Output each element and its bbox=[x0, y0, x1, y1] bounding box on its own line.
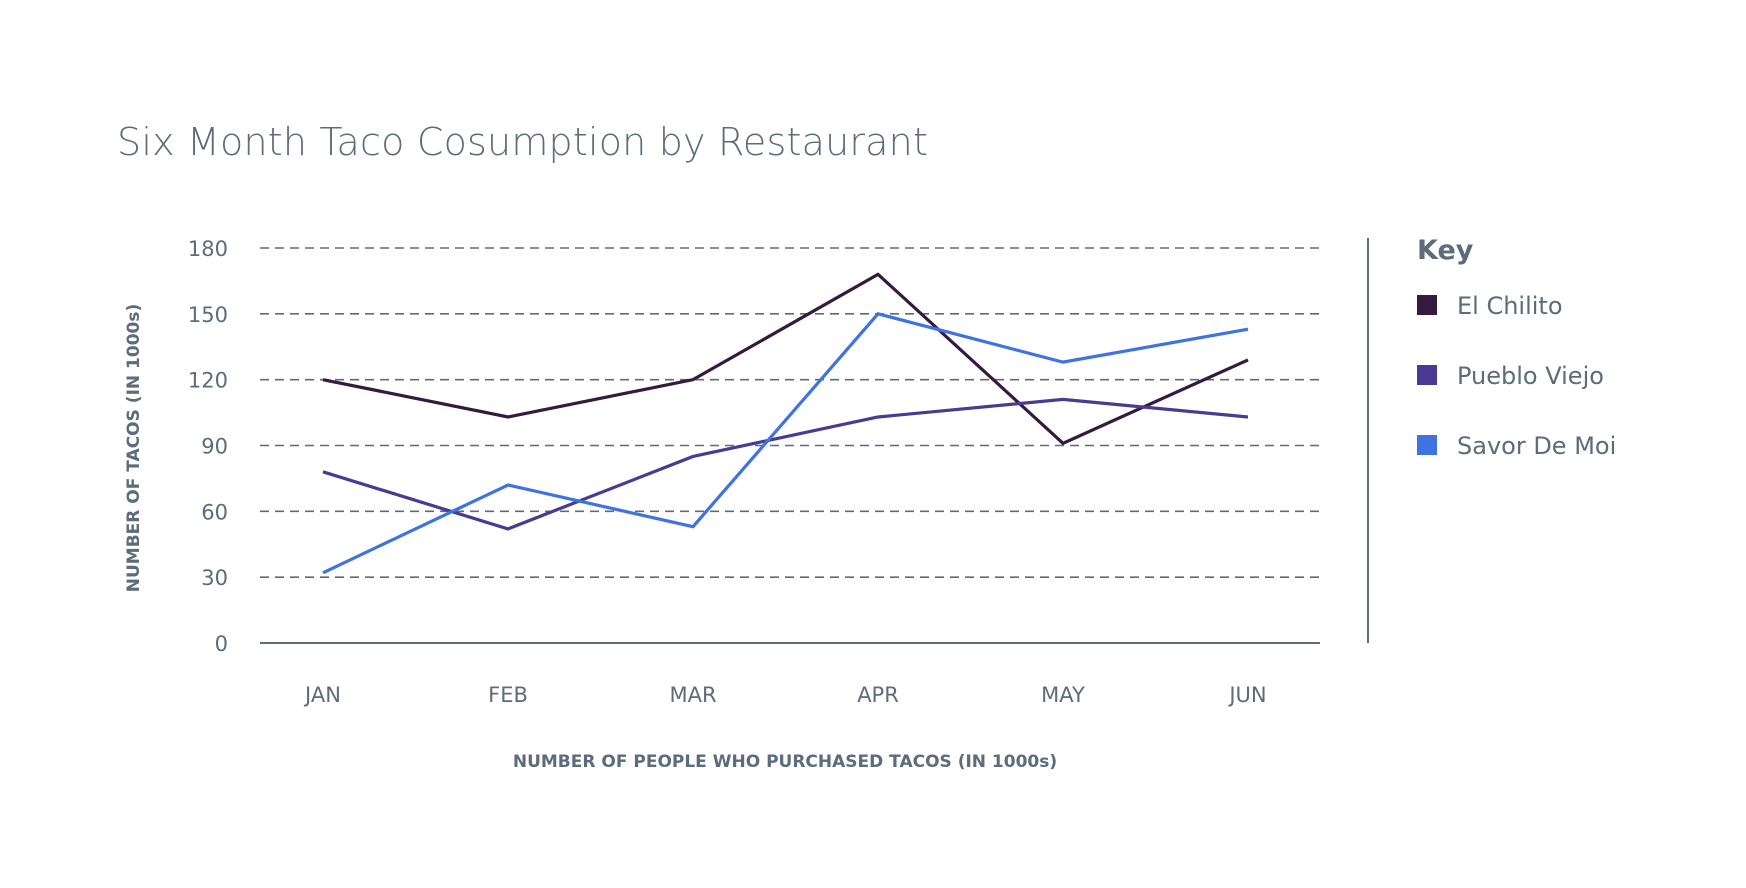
x-tick-label: JUN bbox=[1227, 683, 1266, 707]
tick-labels: 0 30 60 90 120 150 180 JAN FEB MAR APR MAY JUN NUMBER… bbox=[124, 237, 1267, 772]
x-tick-label: APR bbox=[857, 683, 899, 707]
x-tick-label: JAN bbox=[303, 683, 341, 707]
chart-title: Six Month Taco Cosumption by Restaurant bbox=[117, 120, 929, 164]
x-tick-label: FEB bbox=[488, 683, 528, 707]
y-tick-label: 30 bbox=[201, 566, 228, 590]
y-tick-label: 90 bbox=[201, 435, 228, 459]
legend-swatch bbox=[1417, 435, 1437, 455]
series-lines bbox=[322, 272, 1249, 575]
legend: Key El Chilito Pueblo Viejo Savor De Moi bbox=[1417, 235, 1616, 460]
y-tick-label: 150 bbox=[188, 303, 228, 327]
y-tick-label: 0 bbox=[215, 632, 228, 656]
legend-label: Pueblo Viejo bbox=[1457, 362, 1604, 390]
gridlines bbox=[260, 247, 1320, 578]
x-tick-label: MAR bbox=[669, 683, 716, 707]
y-tick-label: 60 bbox=[201, 500, 228, 524]
series-line-savor-de-moi bbox=[322, 312, 1249, 575]
y-axis-title: NUMBER OF TACOS (IN 1000s) bbox=[124, 304, 144, 592]
axes bbox=[260, 238, 1369, 644]
series-line-el-chilito bbox=[322, 272, 1249, 446]
x-axis-title: NUMBER OF PEOPLE WHO PURCHASED TACOS (IN… bbox=[513, 752, 1057, 772]
y-tick-label: 180 bbox=[188, 237, 228, 261]
legend-title: Key bbox=[1417, 235, 1474, 266]
legend-swatch bbox=[1417, 365, 1437, 385]
series-line-pueblo-viejo bbox=[322, 397, 1249, 531]
y-tick-label: 120 bbox=[188, 369, 228, 393]
legend-label: El Chilito bbox=[1457, 292, 1563, 320]
legend-swatch bbox=[1417, 295, 1437, 315]
x-tick-label: MAY bbox=[1041, 683, 1085, 707]
legend-label: Savor De Moi bbox=[1457, 432, 1616, 460]
